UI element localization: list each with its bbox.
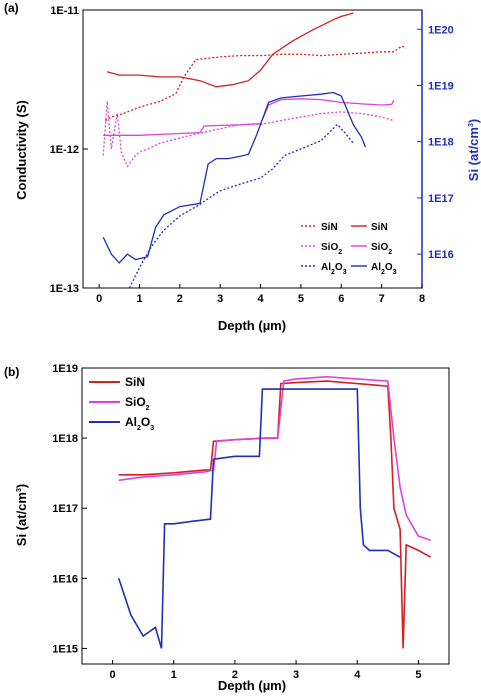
panel-a-legend: SiN SiN SiO2 SiO2 Al2O3 Al2O3 [301,222,397,276]
panel-a-right-y-tick-label: 1E17 [428,193,454,205]
panel-b-series-line-1 [118,380,432,649]
panel-a-right-y-tick-label: 1E19 [428,80,454,92]
panel-b-legend-label: Al2O3 [125,415,154,432]
panel-b-x-tick-label: 2 [232,669,238,681]
panel-b-x-tick-label: 5 [415,669,421,681]
panel-a-x-tick-label: 4 [258,293,265,305]
panel-a-right-y-tick-label: 1E16 [428,249,454,261]
panel-b-legend-label: SiN [125,375,145,389]
panel-a-right-y-axis-title: Si (at/cm3) [466,119,481,181]
panel-b-y-ticks: 1E15 1E16 1E17 1E18 1E19 [52,363,87,655]
panel-b-series [117,375,432,649]
panel-a-legend-label: Al2O3 [371,262,397,276]
panel-a-x-tick-label: 0 [96,293,102,305]
panel-a-y-tick-label: 1E-13 [50,283,79,295]
panel-a-legend-label: SiN [321,222,338,233]
panel-a-right-y-tick-label: 1E20 [428,24,454,36]
panel-a-series-line-1 [104,45,407,122]
panel-b-y-tick-label: 1E19 [52,363,78,375]
panel-b-x-tick-label: 4 [354,669,361,681]
panel-a-legend-label: SiN [371,222,388,233]
panel-a-legend-label: Al2O3 [321,262,347,276]
panel-a-x-tick-label: 7 [379,293,385,305]
panel-b-x-ticks: 0 1 2 3 4 5 [110,660,421,681]
panel-a-series [102,12,407,289]
panel-a-y-tick-label: 1E-11 [50,5,79,17]
panel-a-label: (a) [4,1,19,15]
panel-b-label: (b) [4,365,19,379]
panel-b-y-axis-title: Si (at/cm3) [14,484,29,546]
panel-a-series-line-6 [102,91,367,264]
panel-a-y-tick-label: 1E-12 [50,144,79,156]
panel-a-x-ticks: 0 1 2 3 4 5 6 7 8 [96,284,425,305]
panel-b-legend-label: SiO2 [125,395,150,412]
panel-a-x-tick-label: 8 [419,293,425,305]
panel-a-right-y-ticks: 1E16 1E17 1E18 1E19 1E20 [417,24,454,261]
panel-b-y-tick-label: 1E15 [52,643,78,655]
panel-b-y-tick-label: 1E17 [52,503,78,515]
panel-a-series-line-5 [128,123,354,289]
panel-b-x-tick-label: 3 [293,669,299,681]
panel-b-plot-frame [81,367,450,665]
panel-a-y-ticks: 1E-13 1E-12 1E-11 [50,5,88,295]
panel-a-x-tick-label: 6 [338,293,344,305]
panel-b-y-tick-label: 1E18 [52,433,78,445]
panel-a-legend-label: SiO2 [371,242,392,256]
panel-b-y-tick-label: 1E16 [52,573,78,585]
panel-b-x-tick-label: 1 [171,669,177,681]
panel-a-x-tick-label: 1 [136,293,142,305]
panel-b-series-line-3 [117,388,401,649]
panel-b-x-tick-label: 0 [110,669,116,681]
panel-a-x-axis-title: Depth (µm) [218,318,286,333]
panel-b-series-line-2 [118,375,431,541]
panel-a-y-axis-title: Conductivity (S) [14,100,29,200]
panel-b-x-axis-title: Depth (µm) [218,678,286,693]
panel-b: (b) 0 1 2 3 4 5 1E15 1E16 1E17 1E18 1E19 Depth (µ… [4,363,450,693]
panel-a-x-tick-label: 3 [217,293,223,305]
panel-a-series-line-3 [102,101,394,168]
panel-a-legend-label: SiO2 [321,242,342,256]
panel-b-legend: SiN SiO2 Al2O3 [89,375,154,432]
panel-a-x-tick-label: 2 [177,293,183,305]
panel-a-series-line-2 [107,12,354,88]
panel-a-x-tick-label: 5 [298,293,304,305]
panel-a-right-y-tick-label: 1E18 [428,137,454,149]
